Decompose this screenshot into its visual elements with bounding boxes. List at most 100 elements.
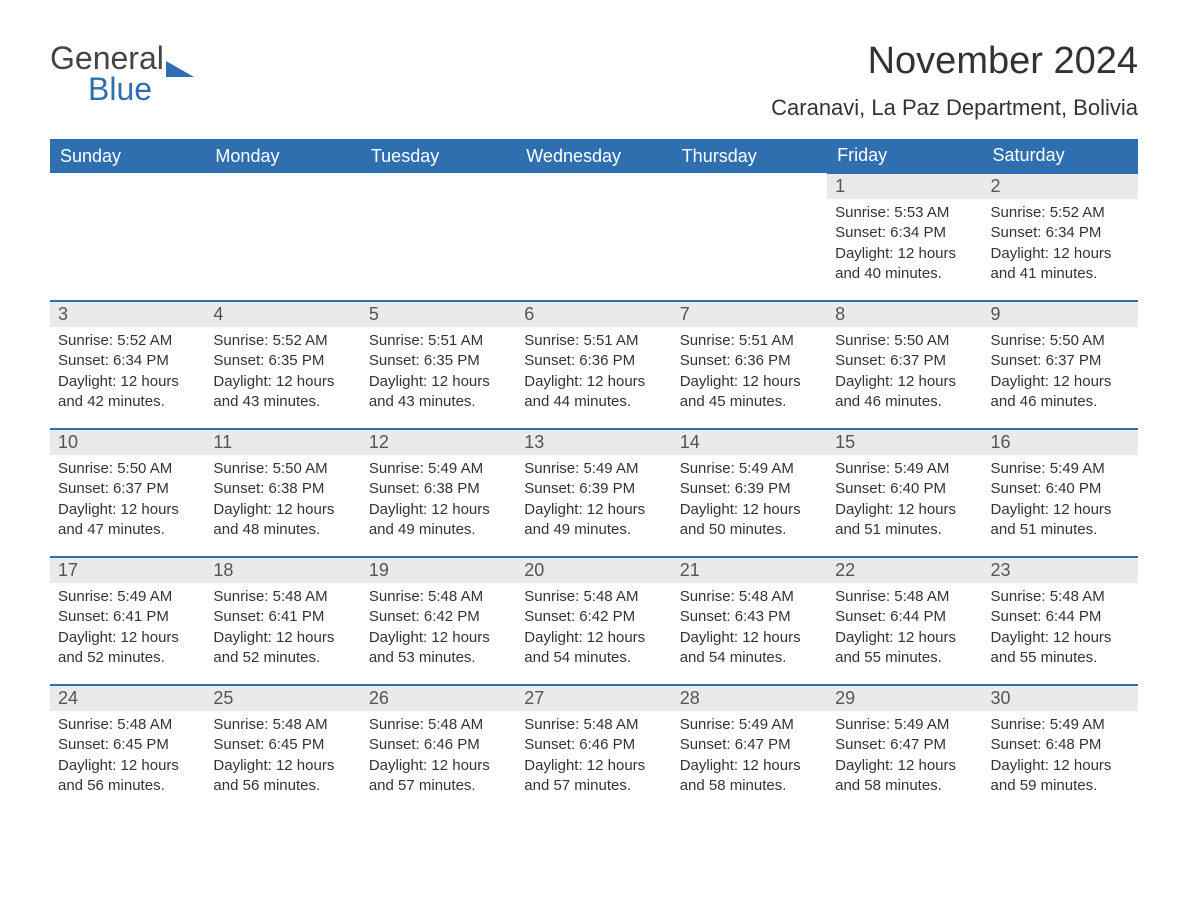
calendar-day-cell: 1Sunrise: 5:53 AMSunset: 6:34 PMDaylight… (827, 173, 982, 301)
day-number: 9 (983, 302, 1138, 327)
sunrise-line: Sunrise: 5:48 AM (369, 715, 508, 735)
day-body: Sunrise: 5:51 AMSunset: 6:36 PMDaylight:… (672, 327, 827, 420)
weekday-header: Monday (205, 139, 360, 173)
sunset-line: Sunset: 6:39 PM (680, 479, 819, 499)
sunset-line: Sunset: 6:37 PM (991, 351, 1130, 371)
calendar-day-cell: 14 Sunrise: 5:49 AMSunset: 6:39 PMDayligh… (672, 429, 827, 557)
day-body: Sunrise: 5:49 AMSunset: 6:48 PMDaylight:… (983, 711, 1138, 804)
sunrise-line: Sunrise: 5:48 AM (835, 587, 974, 607)
day-number: 10 (50, 430, 205, 455)
sunrise-line: Sunrise: 5:49 AM (524, 459, 663, 479)
header: General Blue November 2024 Caranavi, La … (50, 40, 1138, 121)
sunrise-line: Sunrise: 5:52 AM (991, 203, 1130, 223)
day-body: Sunrise: 5:48 AMSunset: 6:43 PMDaylight:… (672, 583, 827, 676)
daylight-line: Daylight: 12 hours and 50 minutes. (680, 500, 819, 541)
day-number: 4 (205, 302, 360, 327)
daylight-line: Daylight: 12 hours and 56 minutes. (58, 756, 197, 797)
sunset-line: Sunset: 6:41 PM (58, 607, 197, 627)
daylight-line: Daylight: 12 hours and 46 minutes. (991, 372, 1130, 413)
day-number: 25 (205, 686, 360, 711)
day-body: Sunrise: 5:49 AMSunset: 6:40 PMDaylight:… (983, 455, 1138, 548)
day-number: 18 (205, 558, 360, 583)
sunset-line: Sunset: 6:44 PM (835, 607, 974, 627)
daylight-line: Daylight: 12 hours and 52 minutes. (58, 628, 197, 669)
daylight-line: Daylight: 12 hours and 51 minutes. (835, 500, 974, 541)
day-number: 23 (983, 558, 1138, 583)
daylight-line: Daylight: 12 hours and 48 minutes. (213, 500, 352, 541)
day-body: Sunrise: 5:48 AMSunset: 6:44 PMDaylight:… (983, 583, 1138, 676)
title-block: November 2024 Caranavi, La Paz Departmen… (771, 40, 1138, 121)
sunrise-line: Sunrise: 5:50 AM (58, 459, 197, 479)
day-number: 14 (672, 430, 827, 455)
calendar-day-cell: 28Sunrise: 5:49 AMSunset: 6:47 PMDayligh… (672, 685, 827, 813)
sunrise-line: Sunrise: 5:49 AM (680, 715, 819, 735)
sunset-line: Sunset: 6:34 PM (835, 223, 974, 243)
sunset-line: Sunset: 6:37 PM (58, 479, 197, 499)
sunrise-line: Sunrise: 5:51 AM (680, 331, 819, 351)
daylight-line: Daylight: 12 hours and 57 minutes. (369, 756, 508, 797)
sunrise-line: Sunrise: 5:49 AM (991, 459, 1130, 479)
day-number: 19 (361, 558, 516, 583)
sunset-line: Sunset: 6:46 PM (369, 735, 508, 755)
daylight-line: Daylight: 12 hours and 49 minutes. (369, 500, 508, 541)
calendar-day-cell: 9Sunrise: 5:50 AMSunset: 6:37 PMDaylight… (983, 301, 1138, 429)
day-number: 29 (827, 686, 982, 711)
day-number: 27 (516, 686, 671, 711)
day-number: 16 (983, 430, 1138, 455)
calendar-day-cell: 23Sunrise: 5:48 AMSunset: 6:44 PMDayligh… (983, 557, 1138, 685)
daylight-line: Daylight: 12 hours and 57 minutes. (524, 756, 663, 797)
calendar-day-cell: 29Sunrise: 5:49 AMSunset: 6:47 PMDayligh… (827, 685, 982, 813)
sunset-line: Sunset: 6:36 PM (524, 351, 663, 371)
calendar-week-row: 17Sunrise: 5:49 AMSunset: 6:41 PMDayligh… (50, 557, 1138, 685)
weekday-header: Wednesday (516, 139, 671, 173)
sunrise-line: Sunrise: 5:48 AM (58, 715, 197, 735)
day-body: Sunrise: 5:52 AMSunset: 6:34 PMDaylight:… (983, 199, 1138, 292)
daylight-line: Daylight: 12 hours and 46 minutes. (835, 372, 974, 413)
sunrise-line: Sunrise: 5:49 AM (680, 459, 819, 479)
sunset-line: Sunset: 6:34 PM (58, 351, 197, 371)
daylight-line: Daylight: 12 hours and 41 minutes. (991, 244, 1130, 285)
calendar-day-cell: 26Sunrise: 5:48 AMSunset: 6:46 PMDayligh… (361, 685, 516, 813)
calendar-day-cell: 16Sunrise: 5:49 AMSunset: 6:40 PMDayligh… (983, 429, 1138, 557)
day-number: 6 (516, 302, 671, 327)
sunrise-line: Sunrise: 5:51 AM (524, 331, 663, 351)
calendar-day-cell: 17Sunrise: 5:49 AMSunset: 6:41 PMDayligh… (50, 557, 205, 685)
sunrise-line: Sunrise: 5:48 AM (213, 715, 352, 735)
calendar-day-cell: 13Sunrise: 5:49 AMSunset: 6:39 PMDayligh… (516, 429, 671, 557)
day-number: 2 (983, 174, 1138, 199)
calendar-day-cell: 27Sunrise: 5:48 AMSunset: 6:46 PMDayligh… (516, 685, 671, 813)
logo-text-blue: Blue (88, 71, 194, 108)
day-body: Sunrise: 5:49 AMSunset: 6:47 PMDaylight:… (827, 711, 982, 804)
sunrise-line: Sunrise: 5:48 AM (524, 715, 663, 735)
calendar-day-cell: 30Sunrise: 5:49 AMSunset: 6:48 PMDayligh… (983, 685, 1138, 813)
calendar-empty-cell (516, 173, 671, 301)
day-body: Sunrise: 5:48 AMSunset: 6:42 PMDaylight:… (361, 583, 516, 676)
day-body: Sunrise: 5:50 AMSunset: 6:37 PMDaylight:… (983, 327, 1138, 420)
weekday-header-row: SundayMondayTuesdayWednesdayThursdayFrid… (50, 139, 1138, 173)
day-body: Sunrise: 5:48 AMSunset: 6:41 PMDaylight:… (205, 583, 360, 676)
day-body: Sunrise: 5:51 AMSunset: 6:35 PMDaylight:… (361, 327, 516, 420)
day-body: Sunrise: 5:49 AMSunset: 6:47 PMDaylight:… (672, 711, 827, 804)
day-body: Sunrise: 5:48 AMSunset: 6:42 PMDaylight:… (516, 583, 671, 676)
day-number: 11 (205, 430, 360, 455)
calendar-week-row: 10Sunrise: 5:50 AMSunset: 6:37 PMDayligh… (50, 429, 1138, 557)
sunrise-line: Sunrise: 5:49 AM (835, 459, 974, 479)
daylight-line: Daylight: 12 hours and 58 minutes. (680, 756, 819, 797)
daylight-line: Daylight: 12 hours and 47 minutes. (58, 500, 197, 541)
month-title: November 2024 (771, 40, 1138, 83)
day-body: Sunrise: 5:53 AMSunset: 6:34 PMDaylight:… (827, 199, 982, 292)
day-number: 13 (516, 430, 671, 455)
sunset-line: Sunset: 6:35 PM (369, 351, 508, 371)
day-number: 17 (50, 558, 205, 583)
calendar-empty-cell (205, 173, 360, 301)
sunrise-line: Sunrise: 5:50 AM (835, 331, 974, 351)
day-body: Sunrise: 5:52 AMSunset: 6:35 PMDaylight:… (205, 327, 360, 420)
weekday-header: Saturday (983, 139, 1138, 173)
day-number: 20 (516, 558, 671, 583)
calendar-day-cell: 20Sunrise: 5:48 AMSunset: 6:42 PMDayligh… (516, 557, 671, 685)
sunset-line: Sunset: 6:40 PM (991, 479, 1130, 499)
calendar-empty-cell (361, 173, 516, 301)
sunrise-line: Sunrise: 5:53 AM (835, 203, 974, 223)
day-body: Sunrise: 5:48 AMSunset: 6:46 PMDaylight:… (516, 711, 671, 804)
calendar-day-cell: 24Sunrise: 5:48 AMSunset: 6:45 PMDayligh… (50, 685, 205, 813)
